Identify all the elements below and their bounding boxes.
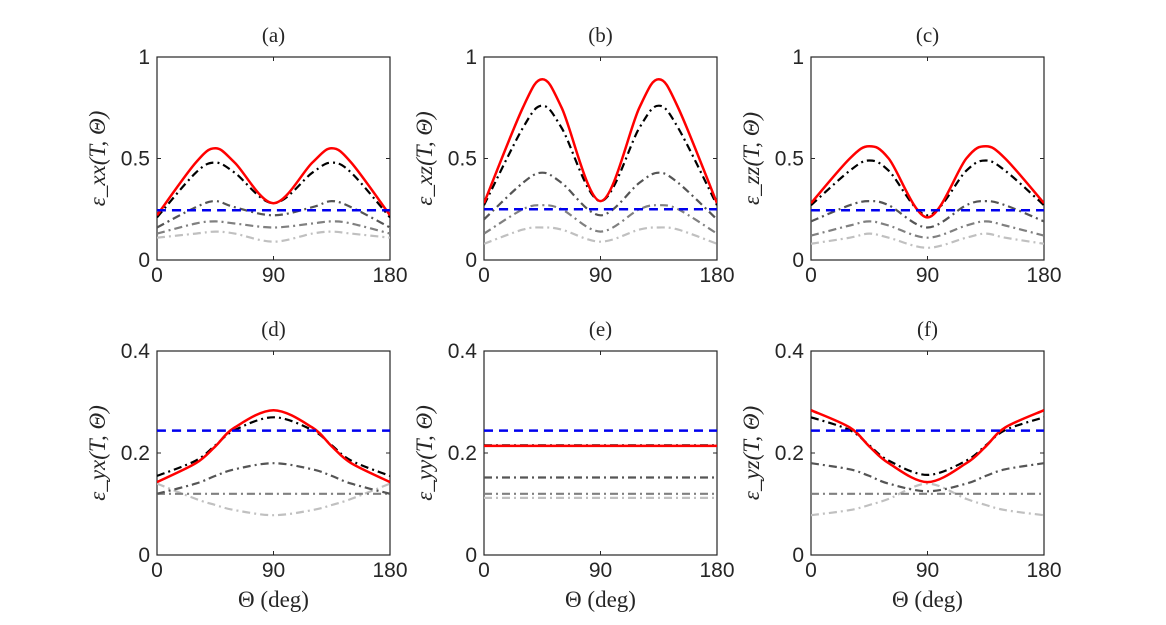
panel-c: 0 90 180 0 0.5 1 (c) ε_zz(T, Θ) (739, 23, 1062, 287)
series-line-black-dashdot-b (484, 104, 717, 206)
y-tick-label-c: 1 (792, 46, 804, 69)
y-tick-label-b: 0.5 (448, 148, 477, 171)
x-tick-label-c: 0 (805, 264, 817, 287)
axes-box-c (810, 56, 1045, 261)
x-tick-label-f: 0 (805, 559, 817, 582)
x-tick-label-e: 90 (589, 559, 612, 582)
x-tick-label-e: 0 (478, 559, 490, 582)
y-tick-label-e: 0 (465, 544, 477, 567)
series-group-e (484, 429, 717, 499)
y-tick-label-a: 0.5 (121, 148, 150, 171)
x-tick-label-f: 90 (916, 559, 939, 582)
x-tick-label-a: 90 (262, 264, 285, 287)
series-line-red-solid-b (484, 78, 717, 204)
axes-box-a (156, 56, 391, 261)
panel-a: 0 90 180 0 0.5 1 (a) ε_xx(T, Θ) (85, 23, 408, 287)
axes-box-b (483, 56, 718, 261)
series-group-c (811, 145, 1044, 249)
x-tick-label-f: 180 (1026, 559, 1061, 582)
panel-title-b: (b) (588, 23, 613, 47)
y-tick-label-e: 0.4 (448, 340, 478, 363)
panel-title-e: (e) (589, 317, 612, 341)
y-axis-label-c: ε_zz(T, Θ) (739, 112, 764, 205)
series-line-darkgray-dashdot-f (811, 462, 1044, 493)
y-tick-label-d: 0.4 (121, 340, 151, 363)
series-line-red-solid-a (157, 147, 390, 217)
axes-box-d (156, 350, 391, 556)
series-line-gray-dashdot-b (484, 204, 717, 235)
x-tick-label-d: 180 (372, 559, 407, 582)
x-tick-label-b: 0 (478, 264, 490, 287)
axes-box-f (810, 350, 1045, 556)
y-tick-label-e: 0.2 (448, 442, 477, 465)
x-axis-label-f: Θ (deg) (892, 587, 963, 612)
panel-d: 0 90 180 0 0.2 0.4 (d) ε_yx(T, Θ) Θ (deg) (85, 317, 408, 612)
series-group-d (157, 408, 390, 517)
panel-title-d: (d) (261, 317, 286, 341)
x-tick-label-d: 90 (262, 559, 285, 582)
y-tick-label-f: 0.2 (775, 442, 804, 465)
series-line-red-solid-c (811, 145, 1044, 219)
y-tick-label-d: 0 (138, 544, 150, 567)
y-tick-label-c: 0 (792, 249, 804, 272)
panel-title-a: (a) (262, 23, 285, 47)
y-tick-label-c: 0.5 (775, 148, 804, 171)
series-line-red-solid-f (811, 409, 1044, 484)
panel-b: 0 90 180 0 0.5 1 (b) ε_xz(T, Θ) (412, 23, 735, 287)
y-axis-label-f: ε_yz(T, Θ) (739, 406, 764, 500)
series-line-lightgray-dashdot-f (811, 482, 1044, 517)
y-axis-label-b: ε_xz(T, Θ) (412, 111, 437, 205)
x-tick-label-d: 0 (151, 559, 163, 582)
panel-title-f: (f) (917, 317, 938, 341)
series-line-red-solid-d (157, 408, 390, 484)
axes-box-e (483, 350, 718, 556)
series-group-f (811, 409, 1044, 517)
x-tick-label-b: 90 (589, 264, 612, 287)
y-axis-label-a: ε_xx(T, Θ) (85, 111, 110, 207)
y-tick-label-d: 0.2 (121, 442, 150, 465)
series-line-black-dashdot-a (157, 161, 390, 219)
y-axis-label-e: ε_yy(T, Θ) (412, 405, 437, 501)
y-tick-label-f: 0.4 (775, 340, 805, 363)
x-tick-label-c: 180 (1026, 264, 1061, 287)
x-tick-label-e: 180 (699, 559, 734, 582)
panel-e: 0 90 180 0 0.2 0.4 (e) ε_yy(T, Θ) Θ (deg) (412, 317, 735, 612)
series-line-lightgray-dashdot-c (811, 232, 1044, 249)
series-line-lightgray-dashdot-d (157, 482, 390, 517)
panel-title-c: (c) (916, 23, 939, 47)
x-tick-label-a: 0 (151, 264, 163, 287)
y-tick-label-b: 0 (465, 249, 477, 272)
series-line-darkgray-dashdot-b (484, 171, 717, 221)
series-group-b (484, 78, 717, 245)
series-line-gray-dashdot-c (811, 220, 1044, 239)
panel-f: 0 90 180 0 0.2 0.4 (f) ε_yz(T, Θ) Θ (deg) (739, 317, 1062, 612)
x-axis-label-d: Θ (deg) (238, 587, 309, 612)
y-tick-label-f: 0 (792, 544, 804, 567)
series-line-darkgray-dashdot-d (157, 462, 390, 495)
x-tick-label-c: 90 (916, 264, 939, 287)
series-line-black-dashdot-c (811, 159, 1044, 217)
x-tick-label-a: 180 (372, 264, 407, 287)
y-tick-label-a: 0 (138, 249, 150, 272)
x-tick-label-b: 180 (699, 264, 734, 287)
y-tick-label-a: 1 (138, 46, 150, 69)
y-tick-label-b: 1 (465, 46, 477, 69)
series-line-lightgray-dashdot-b (484, 226, 717, 245)
series-line-darkgray-dashdot-c (811, 199, 1044, 229)
series-group-a (157, 147, 390, 243)
y-axis-label-d: ε_yx(T, Θ) (85, 405, 110, 501)
series-line-black-dashdot-d (157, 416, 390, 477)
x-axis-label-e: Θ (deg) (565, 587, 636, 612)
